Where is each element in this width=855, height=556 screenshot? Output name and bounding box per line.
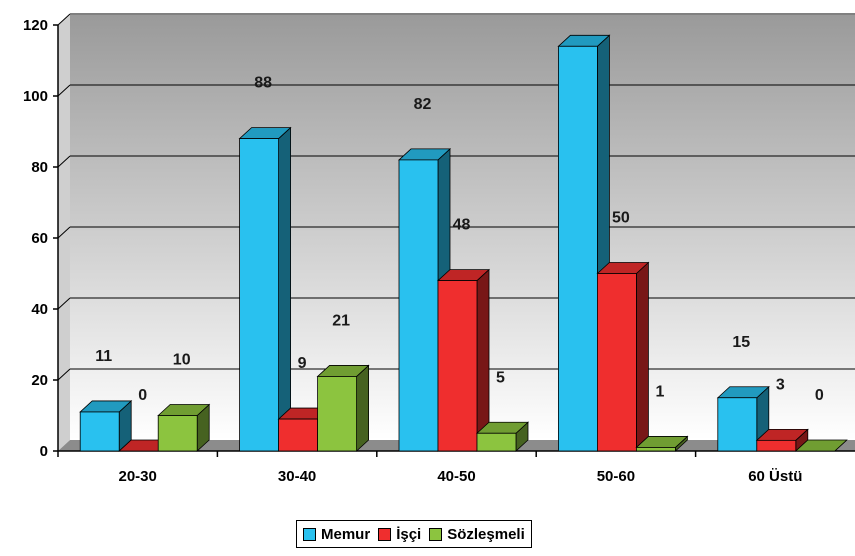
bar-front	[158, 416, 197, 452]
data-label: 5	[496, 369, 505, 386]
legend-label-memur: Memur	[321, 526, 370, 543]
legend: Memur İşçi Sözleşmeli	[296, 520, 532, 548]
data-label: 0	[138, 387, 147, 404]
bar	[80, 401, 131, 451]
legend-item-sozlesmeli: Sözleşmeli	[429, 526, 525, 543]
y-tick-label: 80	[31, 159, 48, 176]
y-tick-label: 40	[31, 301, 48, 318]
bar	[477, 422, 528, 451]
y-tick-label: 0	[40, 443, 48, 460]
data-label: 11	[95, 348, 112, 365]
bar	[438, 270, 489, 451]
bar-front	[318, 376, 357, 451]
data-label: 3	[776, 376, 785, 393]
bar-front	[240, 139, 279, 451]
data-label: 88	[254, 75, 272, 92]
x-tick-label: 50-60	[597, 468, 635, 485]
bar-front	[718, 398, 757, 451]
legend-swatch-sozlesmeli	[429, 528, 442, 541]
data-label: 1	[655, 383, 664, 400]
x-axis-ticks: 20-30 30-40 40-50 50-60 60 Üstü	[58, 451, 802, 485]
y-tick-label: 100	[23, 88, 48, 105]
y-tick-label: 60	[31, 230, 48, 247]
x-tick-label: 30-40	[278, 468, 316, 485]
legend-item-isci: İşçi	[378, 526, 421, 543]
bar-front	[636, 447, 675, 451]
bar-front	[477, 433, 516, 451]
x-tick-label: 60 Üstü	[748, 468, 802, 485]
bar-side	[279, 128, 291, 451]
bar	[318, 365, 369, 451]
data-label: 48	[453, 217, 471, 234]
legend-label-sozlesmeli: Sözleşmeli	[447, 526, 525, 543]
legend-swatch-memur	[303, 528, 316, 541]
bar-front	[399, 160, 438, 451]
data-label: 82	[414, 96, 432, 113]
bar	[597, 263, 648, 452]
y-axis-ticks: 0 20 40 60 80 100 120	[23, 17, 58, 460]
bar-front	[597, 274, 636, 452]
data-label: 50	[612, 210, 630, 227]
y-tick-label: 120	[23, 17, 48, 34]
bar-front	[80, 412, 119, 451]
data-label: 9	[298, 355, 307, 372]
y-tick-label: 20	[31, 372, 48, 389]
legend-item-memur: Memur	[303, 526, 370, 543]
x-tick-label: 20-30	[119, 468, 157, 485]
bar	[158, 405, 209, 452]
bar-front	[279, 419, 318, 451]
legend-label-isci: İşçi	[396, 526, 421, 543]
data-label: 0	[815, 387, 824, 404]
bar	[240, 128, 291, 451]
bar-side	[357, 365, 369, 451]
bar-side	[636, 263, 648, 452]
legend-swatch-isci	[378, 528, 391, 541]
bar-front	[558, 46, 597, 451]
x-tick-label: 40-50	[437, 468, 475, 485]
bar-front	[757, 440, 796, 451]
data-label: 21	[332, 312, 350, 329]
bar-front	[438, 281, 477, 451]
data-label: 15	[732, 334, 750, 351]
data-label: 10	[173, 352, 191, 369]
